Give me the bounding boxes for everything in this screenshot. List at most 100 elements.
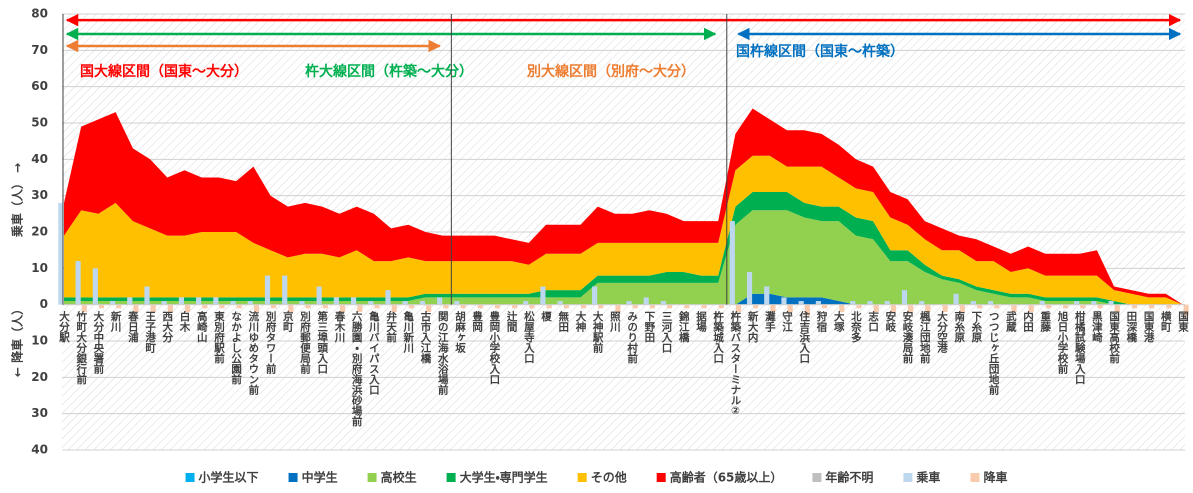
bar xyxy=(649,304,656,309)
bar xyxy=(1080,304,1086,309)
bar xyxy=(925,304,931,312)
section-label: 別大線区間（別府～大分） xyxy=(526,63,695,80)
x-tick-label: 大分駅 xyxy=(58,310,70,343)
bar xyxy=(987,301,994,305)
bar xyxy=(764,286,770,305)
bar xyxy=(127,297,133,305)
bar xyxy=(1097,304,1103,309)
bar xyxy=(368,301,374,305)
y-tick-label: 20 xyxy=(31,370,48,384)
bar xyxy=(908,304,914,312)
bar xyxy=(1091,301,1097,305)
bar xyxy=(322,304,328,309)
x-tick-label: 新大内 xyxy=(747,310,759,343)
y-tick-label: 40 xyxy=(31,443,48,457)
x-tick-label: 狩宿 xyxy=(815,310,827,333)
bar xyxy=(540,286,546,305)
x-tick-label: つつじヶ丘団地前 xyxy=(988,311,1000,396)
bar xyxy=(684,304,690,309)
x-tick-label: 武蔵 xyxy=(1005,310,1017,333)
x-tick-label: 白木 xyxy=(179,310,191,333)
x-tick-label: 別府タワー前 xyxy=(265,310,277,375)
y-tick-label: 0 xyxy=(40,297,48,311)
bar xyxy=(391,304,397,312)
bar xyxy=(374,304,380,309)
bar xyxy=(333,297,339,305)
legend-label: その他 xyxy=(591,470,627,485)
bar xyxy=(867,301,873,305)
bar xyxy=(942,304,948,312)
bar xyxy=(385,290,391,305)
x-tick-label: 大神 xyxy=(574,310,586,333)
x-tick-label: 六勝園・別府海浜砂場前 xyxy=(351,310,363,427)
y-tick-label: 80 xyxy=(31,7,48,21)
bar xyxy=(305,304,311,309)
bar xyxy=(770,304,776,312)
bar xyxy=(557,301,563,305)
x-tick-label: 大分中央署前 xyxy=(92,310,104,375)
bar xyxy=(196,297,202,305)
x-tick-label: 亀川新川 xyxy=(402,310,414,354)
bar xyxy=(477,304,483,309)
bar xyxy=(1108,301,1114,305)
x-tick-label: 古市入江橋 xyxy=(420,310,432,364)
bar xyxy=(185,304,191,312)
bar xyxy=(529,304,535,309)
x-tick-label: 楓江団地前 xyxy=(919,310,931,364)
legend-label: 年齢不明 xyxy=(825,470,873,485)
bar xyxy=(735,304,742,312)
bar xyxy=(264,275,271,305)
bar xyxy=(1183,304,1189,316)
x-tick-label: 重藤 xyxy=(1039,310,1051,333)
x-tick-label: 杵築城入口 xyxy=(712,310,724,363)
legend-swatch xyxy=(577,473,587,482)
x-tick-label: 竹町大分銀行前 xyxy=(75,310,87,385)
bar xyxy=(236,304,242,309)
bar xyxy=(953,293,959,305)
bar xyxy=(213,297,219,305)
bar xyxy=(116,304,122,309)
legend-swatch xyxy=(367,473,377,482)
x-tick-label: 高崎山 xyxy=(196,310,208,343)
bar xyxy=(884,301,890,305)
bar xyxy=(626,301,632,305)
x-tick-label: 横町 xyxy=(1160,310,1172,333)
section-label: 国杵線区間（国東～杵築） xyxy=(736,43,904,60)
bar xyxy=(523,301,529,305)
legend-swatch xyxy=(970,473,980,482)
x-tick-label: 守江 xyxy=(781,310,793,333)
bar xyxy=(454,301,460,305)
bar xyxy=(167,304,173,312)
bar xyxy=(161,301,167,305)
bar xyxy=(81,304,87,312)
x-tick-label: 志口 xyxy=(867,310,879,332)
bar xyxy=(144,286,150,305)
bar xyxy=(350,297,357,305)
bar xyxy=(667,304,673,309)
bar xyxy=(494,304,501,309)
bar xyxy=(919,301,925,305)
bar xyxy=(92,268,98,305)
legend-label: 高校生 xyxy=(381,470,417,485)
x-tick-label: 三河入口 xyxy=(661,311,673,353)
x-tick-label: 安岐湊局前 xyxy=(902,310,914,364)
bar xyxy=(219,304,225,309)
bar xyxy=(598,304,604,309)
bar xyxy=(1131,304,1138,309)
x-tick-label: 亀川バイパス入口 xyxy=(368,310,380,395)
x-tick-label: 松屋寺入口 xyxy=(523,310,535,363)
bar xyxy=(316,286,322,305)
x-tick-label: 田深橋 xyxy=(1125,311,1137,343)
legend-label: 中学生 xyxy=(302,470,338,485)
legend-label: 降車 xyxy=(983,470,1007,485)
area xyxy=(64,192,1183,305)
bar xyxy=(850,301,856,305)
x-tick-label: 王子港町 xyxy=(144,311,156,354)
bar xyxy=(202,304,208,309)
section-label: 国大線区間（国東～大分） xyxy=(80,63,248,80)
x-tick-label: 別府郵便局前 xyxy=(299,310,311,375)
x-tick-label: 下糸原 xyxy=(970,311,982,343)
bar xyxy=(1166,304,1172,309)
